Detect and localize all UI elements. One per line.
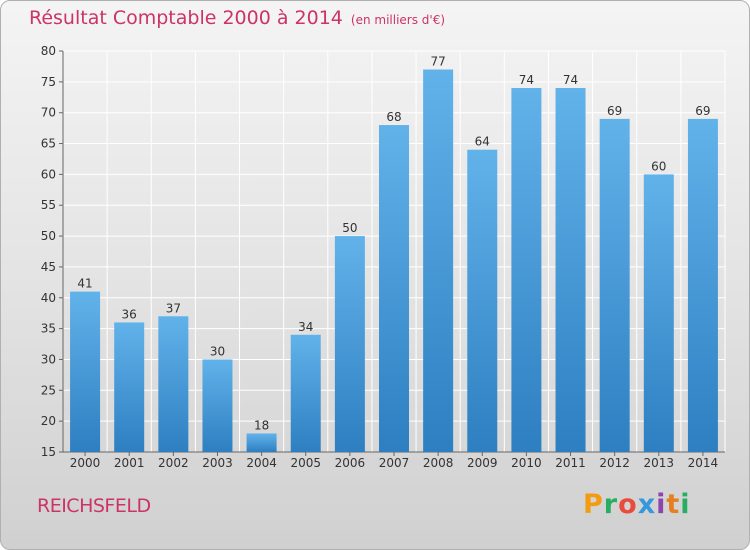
logo-letter: o bbox=[618, 489, 638, 520]
y-tick-label: 55 bbox=[41, 198, 56, 212]
y-tick-label: 75 bbox=[41, 75, 56, 89]
x-tick-label-2001: 2001 bbox=[114, 456, 145, 470]
x-tick-label-2009: 2009 bbox=[467, 456, 498, 470]
y-tick-label: 65 bbox=[41, 137, 56, 151]
data-label-2006: 50 bbox=[342, 221, 357, 235]
x-tick-label-2000: 2000 bbox=[70, 456, 101, 470]
y-tick-label: 35 bbox=[41, 322, 56, 336]
bar-2009 bbox=[467, 149, 498, 452]
data-label-2014: 69 bbox=[695, 104, 710, 118]
logo-letter: i bbox=[656, 489, 667, 520]
data-label-2009: 64 bbox=[475, 135, 490, 149]
bar-2004 bbox=[246, 433, 277, 452]
proxiti-logo: Proxiti bbox=[583, 489, 691, 520]
data-label-2000: 41 bbox=[77, 277, 92, 291]
logo-letter: t bbox=[666, 489, 681, 520]
bar-2005 bbox=[290, 334, 321, 452]
data-label-2002: 37 bbox=[166, 301, 181, 315]
bar-2010 bbox=[511, 88, 542, 452]
y-tick-label: 50 bbox=[41, 229, 56, 243]
bar-2013 bbox=[643, 174, 674, 452]
bar-2002 bbox=[158, 316, 189, 452]
logo-letter: P bbox=[583, 489, 604, 520]
bar-2011 bbox=[555, 88, 586, 452]
commune-name: REICHSFELD bbox=[37, 495, 151, 517]
data-label-2004: 18 bbox=[254, 418, 269, 432]
data-label-2013: 60 bbox=[651, 159, 666, 173]
y-tick-label: 45 bbox=[41, 260, 56, 274]
logo-letter: i bbox=[680, 489, 691, 520]
title-text: Résultat Comptable 2000 à 2014 bbox=[29, 7, 343, 29]
bar-2012 bbox=[599, 118, 630, 452]
logo-letter: r bbox=[603, 489, 619, 520]
y-tick-label: 20 bbox=[41, 414, 56, 428]
bar-2001 bbox=[114, 322, 145, 452]
data-label-2008: 77 bbox=[430, 55, 445, 69]
data-label-2010: 74 bbox=[519, 73, 534, 87]
bar-2000 bbox=[70, 291, 101, 452]
bar-2008 bbox=[423, 69, 454, 452]
data-label-2001: 36 bbox=[122, 307, 137, 321]
x-tick-label-2005: 2005 bbox=[290, 456, 321, 470]
x-tick-label-2003: 2003 bbox=[202, 456, 233, 470]
data-label-2005: 34 bbox=[298, 320, 313, 334]
x-tick-label-2012: 2012 bbox=[599, 456, 630, 470]
x-tick-label-2002: 2002 bbox=[158, 456, 189, 470]
data-labels: 41 36 37 30 18 34 50 68 77 64 74 74 69 60 69 bbox=[77, 55, 710, 433]
x-tick-label-2008: 2008 bbox=[423, 456, 454, 470]
y-tick-label: 25 bbox=[41, 383, 56, 397]
y-tick-label: 70 bbox=[41, 106, 56, 120]
data-label-2012: 69 bbox=[607, 104, 622, 118]
bar-2007 bbox=[379, 125, 409, 453]
y-tick-label: 80 bbox=[41, 44, 56, 58]
x-tick-label-2011: 2011 bbox=[555, 456, 586, 470]
x-tick-label-2004: 2004 bbox=[246, 456, 277, 470]
y-tick-label: 30 bbox=[41, 352, 56, 366]
x-tick-label-2010: 2010 bbox=[511, 456, 542, 470]
x-tick-label-2007: 2007 bbox=[379, 456, 410, 470]
x-tick-label-2006: 2006 bbox=[335, 456, 366, 470]
x-tick-label-2013: 2013 bbox=[644, 456, 675, 470]
y-tick-label: 60 bbox=[41, 167, 56, 181]
y-tick-label: 40 bbox=[41, 291, 56, 305]
bar-2014 bbox=[687, 118, 718, 452]
bar-2006 bbox=[334, 236, 365, 452]
title-unit: (en milliers d'€) bbox=[350, 13, 446, 27]
bars bbox=[70, 69, 718, 453]
data-label-2007: 68 bbox=[386, 110, 401, 124]
y-tick-label: 15 bbox=[41, 445, 56, 459]
logo-letter: x bbox=[637, 489, 657, 520]
data-label-2003: 30 bbox=[210, 344, 225, 358]
x-tick-label-2014: 2014 bbox=[688, 456, 719, 470]
bar-2003 bbox=[202, 359, 233, 452]
chart-title: Résultat Comptable 2000 à 2014 (en millie… bbox=[29, 7, 445, 29]
data-label-2011: 74 bbox=[563, 73, 578, 87]
